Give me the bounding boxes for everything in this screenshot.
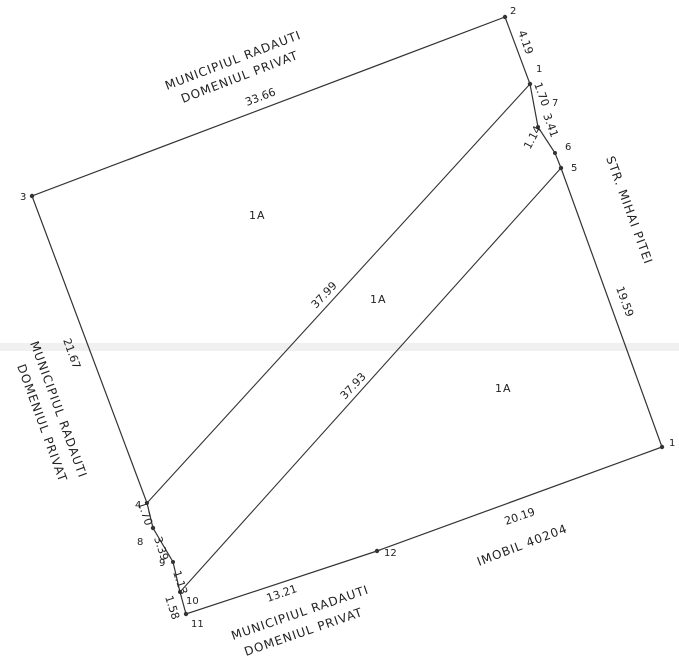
distance-seg-6-5: 1.14: [521, 124, 544, 152]
vertex-1: [527, 81, 533, 87]
owner-south-east: IMOBIL 40204: [475, 521, 569, 568]
point-label-2: 2: [510, 6, 516, 17]
area-label-lower: 1A: [495, 382, 512, 395]
distance-diag-lower: 37.93: [338, 370, 369, 402]
vertex-10: [178, 590, 182, 594]
vertex-6: [553, 151, 557, 155]
area-label-upper: 1A: [249, 209, 266, 222]
split-line-lower: [179, 167, 562, 593]
point-label-10: 10: [186, 596, 199, 607]
point-label-6: 6: [565, 142, 571, 153]
vertex-7: [536, 125, 540, 129]
vertex-12: [374, 548, 380, 554]
split-line-upper: [146, 83, 531, 504]
point-label-8: 8: [137, 537, 143, 548]
point-label-11: 11: [191, 619, 204, 630]
distance-east: 19.59: [613, 285, 636, 319]
point-label-5: 5: [571, 163, 577, 174]
point-label-7: 7: [552, 98, 558, 109]
vertex-1-east: [659, 444, 665, 450]
point-label-4: 4: [135, 500, 141, 511]
vertex-11: [183, 611, 189, 617]
parcel-boundary: [31, 16, 663, 615]
distance-seg-10-11: 1.58: [162, 594, 182, 621]
distance-seg-8-9: 3.39: [151, 535, 171, 562]
vertex-2: [502, 14, 508, 20]
distance-seg-9-10: 1.13: [170, 569, 190, 596]
area-label-middle: 1A: [370, 293, 387, 306]
point-label-1: 1: [536, 64, 542, 75]
distance-south-west: 13.21: [265, 582, 299, 605]
vertex-4: [145, 501, 149, 505]
vertex-9: [171, 560, 175, 564]
point-label-9: 9: [159, 558, 165, 569]
vertex-3: [29, 193, 35, 199]
distance-west: 21.67: [60, 337, 83, 371]
vertex-8: [150, 525, 156, 531]
vertex-markers: [29, 14, 665, 617]
vertex-5: [558, 165, 564, 171]
scan-band: [0, 343, 679, 351]
distance-diag-upper: 37.99: [309, 279, 340, 311]
point-label-1-east: 1: [669, 438, 675, 449]
point-label-3: 3: [20, 192, 26, 203]
point-label-12: 12: [384, 548, 397, 559]
distance-south-east: 20.19: [503, 505, 537, 528]
owner-east: STR. MIHAI PITEI: [603, 154, 655, 266]
distance-seg-4-8: 1.70: [135, 500, 155, 527]
